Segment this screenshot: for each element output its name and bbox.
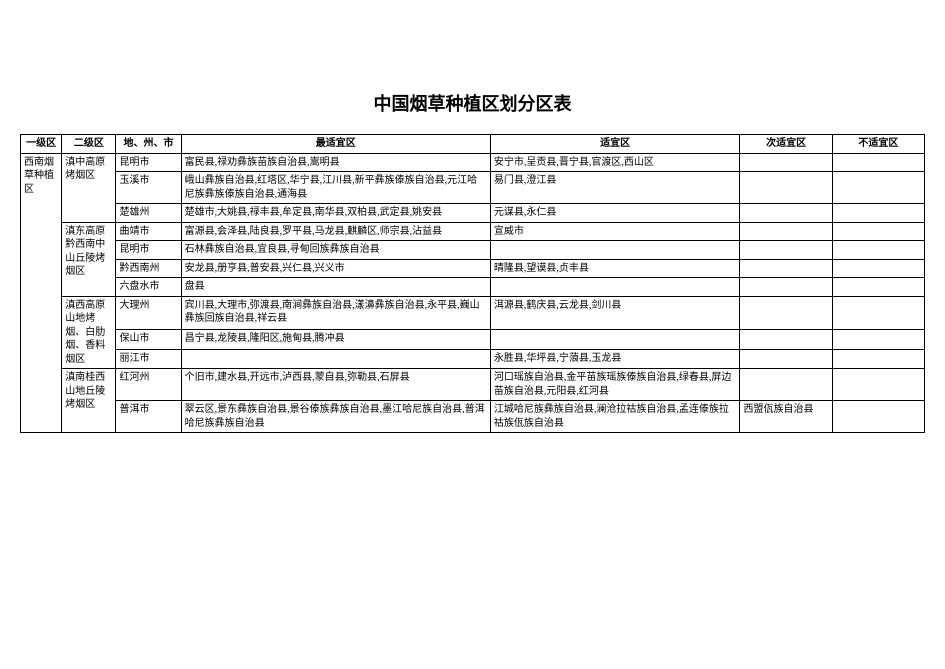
- cell: 宾川县,大理市,弥渡县,南涧彝族自治县,漾濞彝族自治县,永平县,巍山彝族回族自治…: [181, 296, 490, 330]
- cell: [832, 259, 924, 278]
- table-row: 楚雄州 楚雄市,大姚县,禄丰县,牟定县,南华县,双柏县,武定县,姚安县 元谋县,…: [21, 204, 925, 223]
- cell: 河口瑶族自治县,金平苗族瑶族傣族自治县,绿春县,屏边苗族自治县,元阳县,红河县: [490, 369, 740, 401]
- cell: [832, 153, 924, 172]
- table-row: 黔西南州 安龙县,册亨县,普安县,兴仁县,兴义市 晴隆县,望谟县,贞丰县: [21, 259, 925, 278]
- cell: [832, 296, 924, 330]
- table-row: 西南烟草种植区 滇中高原烤烟区 昆明市 富民县,禄劝彝族苗族自治县,嵩明县 安宁…: [21, 153, 925, 172]
- city-cell: 大理州: [116, 296, 181, 330]
- table-row: 六盘水市 盘县: [21, 278, 925, 297]
- cell: [740, 204, 832, 223]
- cell: 洱源县,鹤庆县,云龙县,剑川县: [490, 296, 740, 330]
- city-cell: 楚雄州: [116, 204, 181, 223]
- cell: [832, 278, 924, 297]
- cell: [740, 241, 832, 260]
- table-row: 保山市 昌宁县,龙陵县,隆阳区,施甸县,腾冲县: [21, 330, 925, 349]
- cell: 富民县,禄劝彝族苗族自治县,嵩明县: [181, 153, 490, 172]
- level2-cell: 滇中高原烤烟区: [62, 153, 116, 222]
- col-header: 地、州、市: [116, 135, 181, 154]
- cell: [832, 222, 924, 241]
- cell: 江城哈尼族彝族自治县,澜沧拉祜族自治县,孟连傣族拉祜族佤族自治县: [490, 401, 740, 433]
- city-cell: 红河州: [116, 369, 181, 401]
- cell: 翠云区,景东彝族自治县,景谷傣族彝族自治县,墨江哈尼族自治县,普洱哈尼族彝族自治…: [181, 401, 490, 433]
- cell: [832, 330, 924, 349]
- city-cell: 保山市: [116, 330, 181, 349]
- cell: 宣威市: [490, 222, 740, 241]
- cell: [490, 330, 740, 349]
- city-cell: 普洱市: [116, 401, 181, 433]
- cell: [740, 259, 832, 278]
- col-header: 二级区: [62, 135, 116, 154]
- cell: 安龙县,册亨县,普安县,兴仁县,兴义市: [181, 259, 490, 278]
- cell: 个旧市,建水县,开远市,泸西县,蒙自县,弥勒县,石屏县: [181, 369, 490, 401]
- cell: [740, 222, 832, 241]
- city-cell: 六盘水市: [116, 278, 181, 297]
- table-row: 滇西高原山地烤烟、白肋烟、香料烟区 大理州 宾川县,大理市,弥渡县,南涧彝族自治…: [21, 296, 925, 330]
- cell: [832, 172, 924, 204]
- city-cell: 曲靖市: [116, 222, 181, 241]
- zoning-table: 一级区 二级区 地、州、市 最适宜区 适宜区 次适宜区 不适宜区 西南烟草种植区…: [20, 134, 925, 433]
- level2-cell: 滇南桂西山地丘陵烤烟区: [62, 369, 116, 433]
- table-header-row: 一级区 二级区 地、州、市 最适宜区 适宜区 次适宜区 不适宜区: [21, 135, 925, 154]
- cell: 元谋县,永仁县: [490, 204, 740, 223]
- level2-cell: 滇东高原黔西南中山丘陵烤烟区: [62, 222, 116, 296]
- cell: 晴隆县,望谟县,贞丰县: [490, 259, 740, 278]
- level1-cell: 西南烟草种植区: [21, 153, 62, 433]
- table-row: 滇南桂西山地丘陵烤烟区 红河州 个旧市,建水县,开远市,泸西县,蒙自县,弥勒县,…: [21, 369, 925, 401]
- city-cell: 昆明市: [116, 241, 181, 260]
- cell: [740, 349, 832, 368]
- cell: [832, 241, 924, 260]
- cell: 盘县: [181, 278, 490, 297]
- level2-cell: 滇西高原山地烤烟、白肋烟、香料烟区: [62, 296, 116, 369]
- cell: 永胜县,华坪县,宁蒗县,玉龙县: [490, 349, 740, 368]
- page-title: 中国烟草种植区划分区表: [20, 90, 925, 116]
- cell: [740, 296, 832, 330]
- cell: [490, 241, 740, 260]
- table-row: 普洱市 翠云区,景东彝族自治县,景谷傣族彝族自治县,墨江哈尼族自治县,普洱哈尼族…: [21, 401, 925, 433]
- city-cell: 玉溪市: [116, 172, 181, 204]
- cell: [832, 401, 924, 433]
- table-row: 滇东高原黔西南中山丘陵烤烟区 曲靖市 富源县,会泽县,陆良县,罗平县,马龙县,麒…: [21, 222, 925, 241]
- cell: 富源县,会泽县,陆良县,罗平县,马龙县,麒麟区,师宗县,沾益县: [181, 222, 490, 241]
- cell: 昌宁县,龙陵县,隆阳区,施甸县,腾冲县: [181, 330, 490, 349]
- cell: 楚雄市,大姚县,禄丰县,牟定县,南华县,双柏县,武定县,姚安县: [181, 204, 490, 223]
- col-header: 最适宜区: [181, 135, 490, 154]
- table-row: 玉溪市 峨山彝族自治县,红塔区,华宁县,江川县,新平彝族傣族自治县,元江哈尼族彝…: [21, 172, 925, 204]
- city-cell: 黔西南州: [116, 259, 181, 278]
- cell: 峨山彝族自治县,红塔区,华宁县,江川县,新平彝族傣族自治县,元江哈尼族彝族傣族自…: [181, 172, 490, 204]
- cell: [832, 204, 924, 223]
- cell: 西盟佤族自治县: [740, 401, 832, 433]
- cell: [490, 278, 740, 297]
- city-cell: 丽江市: [116, 349, 181, 368]
- city-cell: 昆明市: [116, 153, 181, 172]
- cell: [832, 369, 924, 401]
- cell: 易门县,澄江县: [490, 172, 740, 204]
- table-row: 丽江市 永胜县,华坪县,宁蒗县,玉龙县: [21, 349, 925, 368]
- document-page: 中国烟草种植区划分区表 一级区 二级区 地、州、市 最适宜区 适宜区 次适宜区 …: [0, 0, 945, 453]
- cell: [740, 278, 832, 297]
- col-header: 一级区: [21, 135, 62, 154]
- cell: [181, 349, 490, 368]
- cell: [740, 330, 832, 349]
- cell: 石林彝族自治县,宜良县,寻甸回族彝族自治县: [181, 241, 490, 260]
- cell: [740, 369, 832, 401]
- col-header: 适宜区: [490, 135, 740, 154]
- cell: 安宁市,呈贡县,晋宁县,官渡区,西山区: [490, 153, 740, 172]
- col-header: 不适宜区: [832, 135, 924, 154]
- col-header: 次适宜区: [740, 135, 832, 154]
- table-row: 昆明市 石林彝族自治县,宜良县,寻甸回族彝族自治县: [21, 241, 925, 260]
- cell: [832, 349, 924, 368]
- cell: [740, 172, 832, 204]
- cell: [740, 153, 832, 172]
